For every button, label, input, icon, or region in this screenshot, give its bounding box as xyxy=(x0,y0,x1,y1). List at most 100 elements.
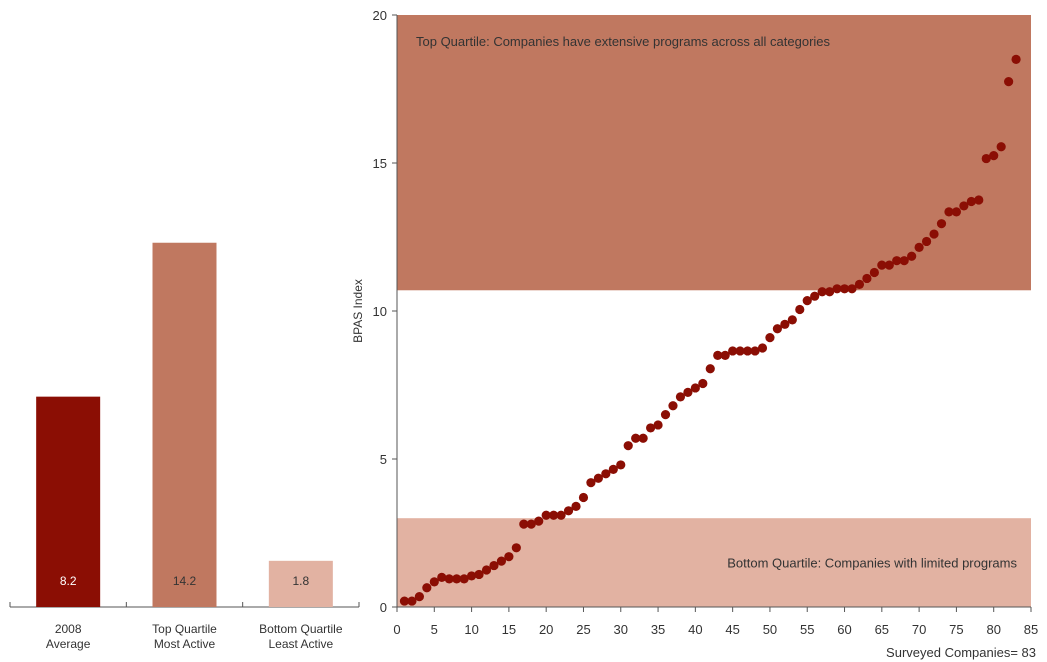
bar xyxy=(268,560,333,607)
data-point xyxy=(981,153,991,164)
data-point xyxy=(720,350,730,360)
data-point xyxy=(631,433,641,443)
data-point xyxy=(511,543,521,553)
x-axis-label: Surveyed Companies= 83 xyxy=(886,645,1036,660)
data-point xyxy=(765,333,775,343)
data-point xyxy=(847,284,857,294)
y-axis-label: BPAS Index xyxy=(351,279,365,343)
bar-category-label: Most Active xyxy=(154,637,216,651)
data-point xyxy=(742,346,753,356)
data-point xyxy=(683,387,693,397)
data-point xyxy=(474,569,484,580)
data-point xyxy=(459,574,469,584)
data-point xyxy=(646,423,656,433)
data-point xyxy=(974,195,984,205)
data-point xyxy=(929,229,939,239)
data-point xyxy=(921,236,932,247)
bar xyxy=(36,396,101,607)
data-point xyxy=(638,433,648,443)
data-point xyxy=(907,251,917,261)
x-tick-label: 25 xyxy=(576,622,590,637)
data-point xyxy=(466,571,477,581)
x-tick-label: 50 xyxy=(763,622,777,637)
y-tick-label: 10 xyxy=(373,304,387,319)
band-label: Bottom Quartile: Companies with limited … xyxy=(727,556,1017,571)
data-point xyxy=(728,346,738,356)
bar-category-label: Bottom Quartile xyxy=(259,622,343,636)
quartile-band xyxy=(397,15,1031,291)
y-tick-label: 15 xyxy=(373,156,387,171)
data-point xyxy=(832,284,842,294)
x-tick-label: 85 xyxy=(1024,622,1038,637)
data-point xyxy=(713,350,723,360)
data-point xyxy=(489,560,499,571)
data-point xyxy=(571,501,581,511)
data-point xyxy=(601,469,611,479)
data-point xyxy=(399,596,410,606)
data-point xyxy=(877,260,887,270)
bar-value-label: 1.8 xyxy=(292,574,309,588)
x-tick-label: 40 xyxy=(688,622,702,637)
data-point xyxy=(825,287,835,297)
x-tick-label: 80 xyxy=(986,622,1000,637)
x-tick-label: 5 xyxy=(431,622,438,637)
scatter-chart: Top Quartile: Companies have extensive p… xyxy=(351,8,1038,660)
x-tick-label: 55 xyxy=(800,622,814,637)
data-point xyxy=(944,207,954,217)
data-point xyxy=(653,420,663,430)
data-point xyxy=(586,478,596,488)
x-tick-label: 10 xyxy=(464,622,478,637)
data-point xyxy=(519,519,529,529)
bar-category-label: Top Quartile xyxy=(152,622,217,636)
data-point xyxy=(698,378,708,389)
bar xyxy=(152,242,217,607)
y-tick-label: 5 xyxy=(380,452,387,467)
data-point xyxy=(757,343,768,353)
data-point xyxy=(817,287,827,297)
x-tick-label: 20 xyxy=(539,622,553,637)
data-point xyxy=(854,279,865,289)
data-point xyxy=(675,392,686,402)
x-tick-label: 65 xyxy=(875,622,889,637)
x-tick-label: 45 xyxy=(725,622,739,637)
data-point xyxy=(690,383,700,393)
x-tick-label: 15 xyxy=(502,622,516,637)
data-point xyxy=(869,267,879,278)
data-point xyxy=(839,284,850,294)
bar-category-label: 2008 xyxy=(55,622,82,636)
data-point xyxy=(422,583,432,593)
bar-value-label: 14.2 xyxy=(173,574,197,588)
data-point xyxy=(549,510,559,520)
data-point xyxy=(772,324,783,334)
data-point xyxy=(578,492,589,503)
data-point xyxy=(1004,77,1014,87)
data-point xyxy=(936,219,947,229)
data-point xyxy=(593,473,603,483)
y-tick-label: 20 xyxy=(373,8,387,23)
data-point xyxy=(735,346,745,356)
data-point xyxy=(750,346,760,356)
data-point xyxy=(556,510,566,520)
data-point xyxy=(899,256,909,266)
data-point xyxy=(966,196,976,207)
x-tick-label: 0 xyxy=(393,622,400,637)
data-point xyxy=(1011,54,1021,64)
data-point xyxy=(623,441,633,451)
data-point xyxy=(780,319,790,329)
bar-category-label: Least Active xyxy=(268,637,333,651)
data-point xyxy=(414,592,424,602)
bar-category-label: Average xyxy=(46,637,91,651)
data-point xyxy=(608,464,618,474)
x-tick-label: 75 xyxy=(949,622,963,637)
data-point xyxy=(802,296,812,306)
data-point xyxy=(526,519,536,529)
data-point xyxy=(616,460,626,470)
data-point xyxy=(705,364,715,374)
data-point xyxy=(959,201,969,211)
data-point xyxy=(481,565,492,575)
data-point xyxy=(996,142,1006,152)
data-point xyxy=(429,577,439,587)
data-point xyxy=(563,506,574,516)
